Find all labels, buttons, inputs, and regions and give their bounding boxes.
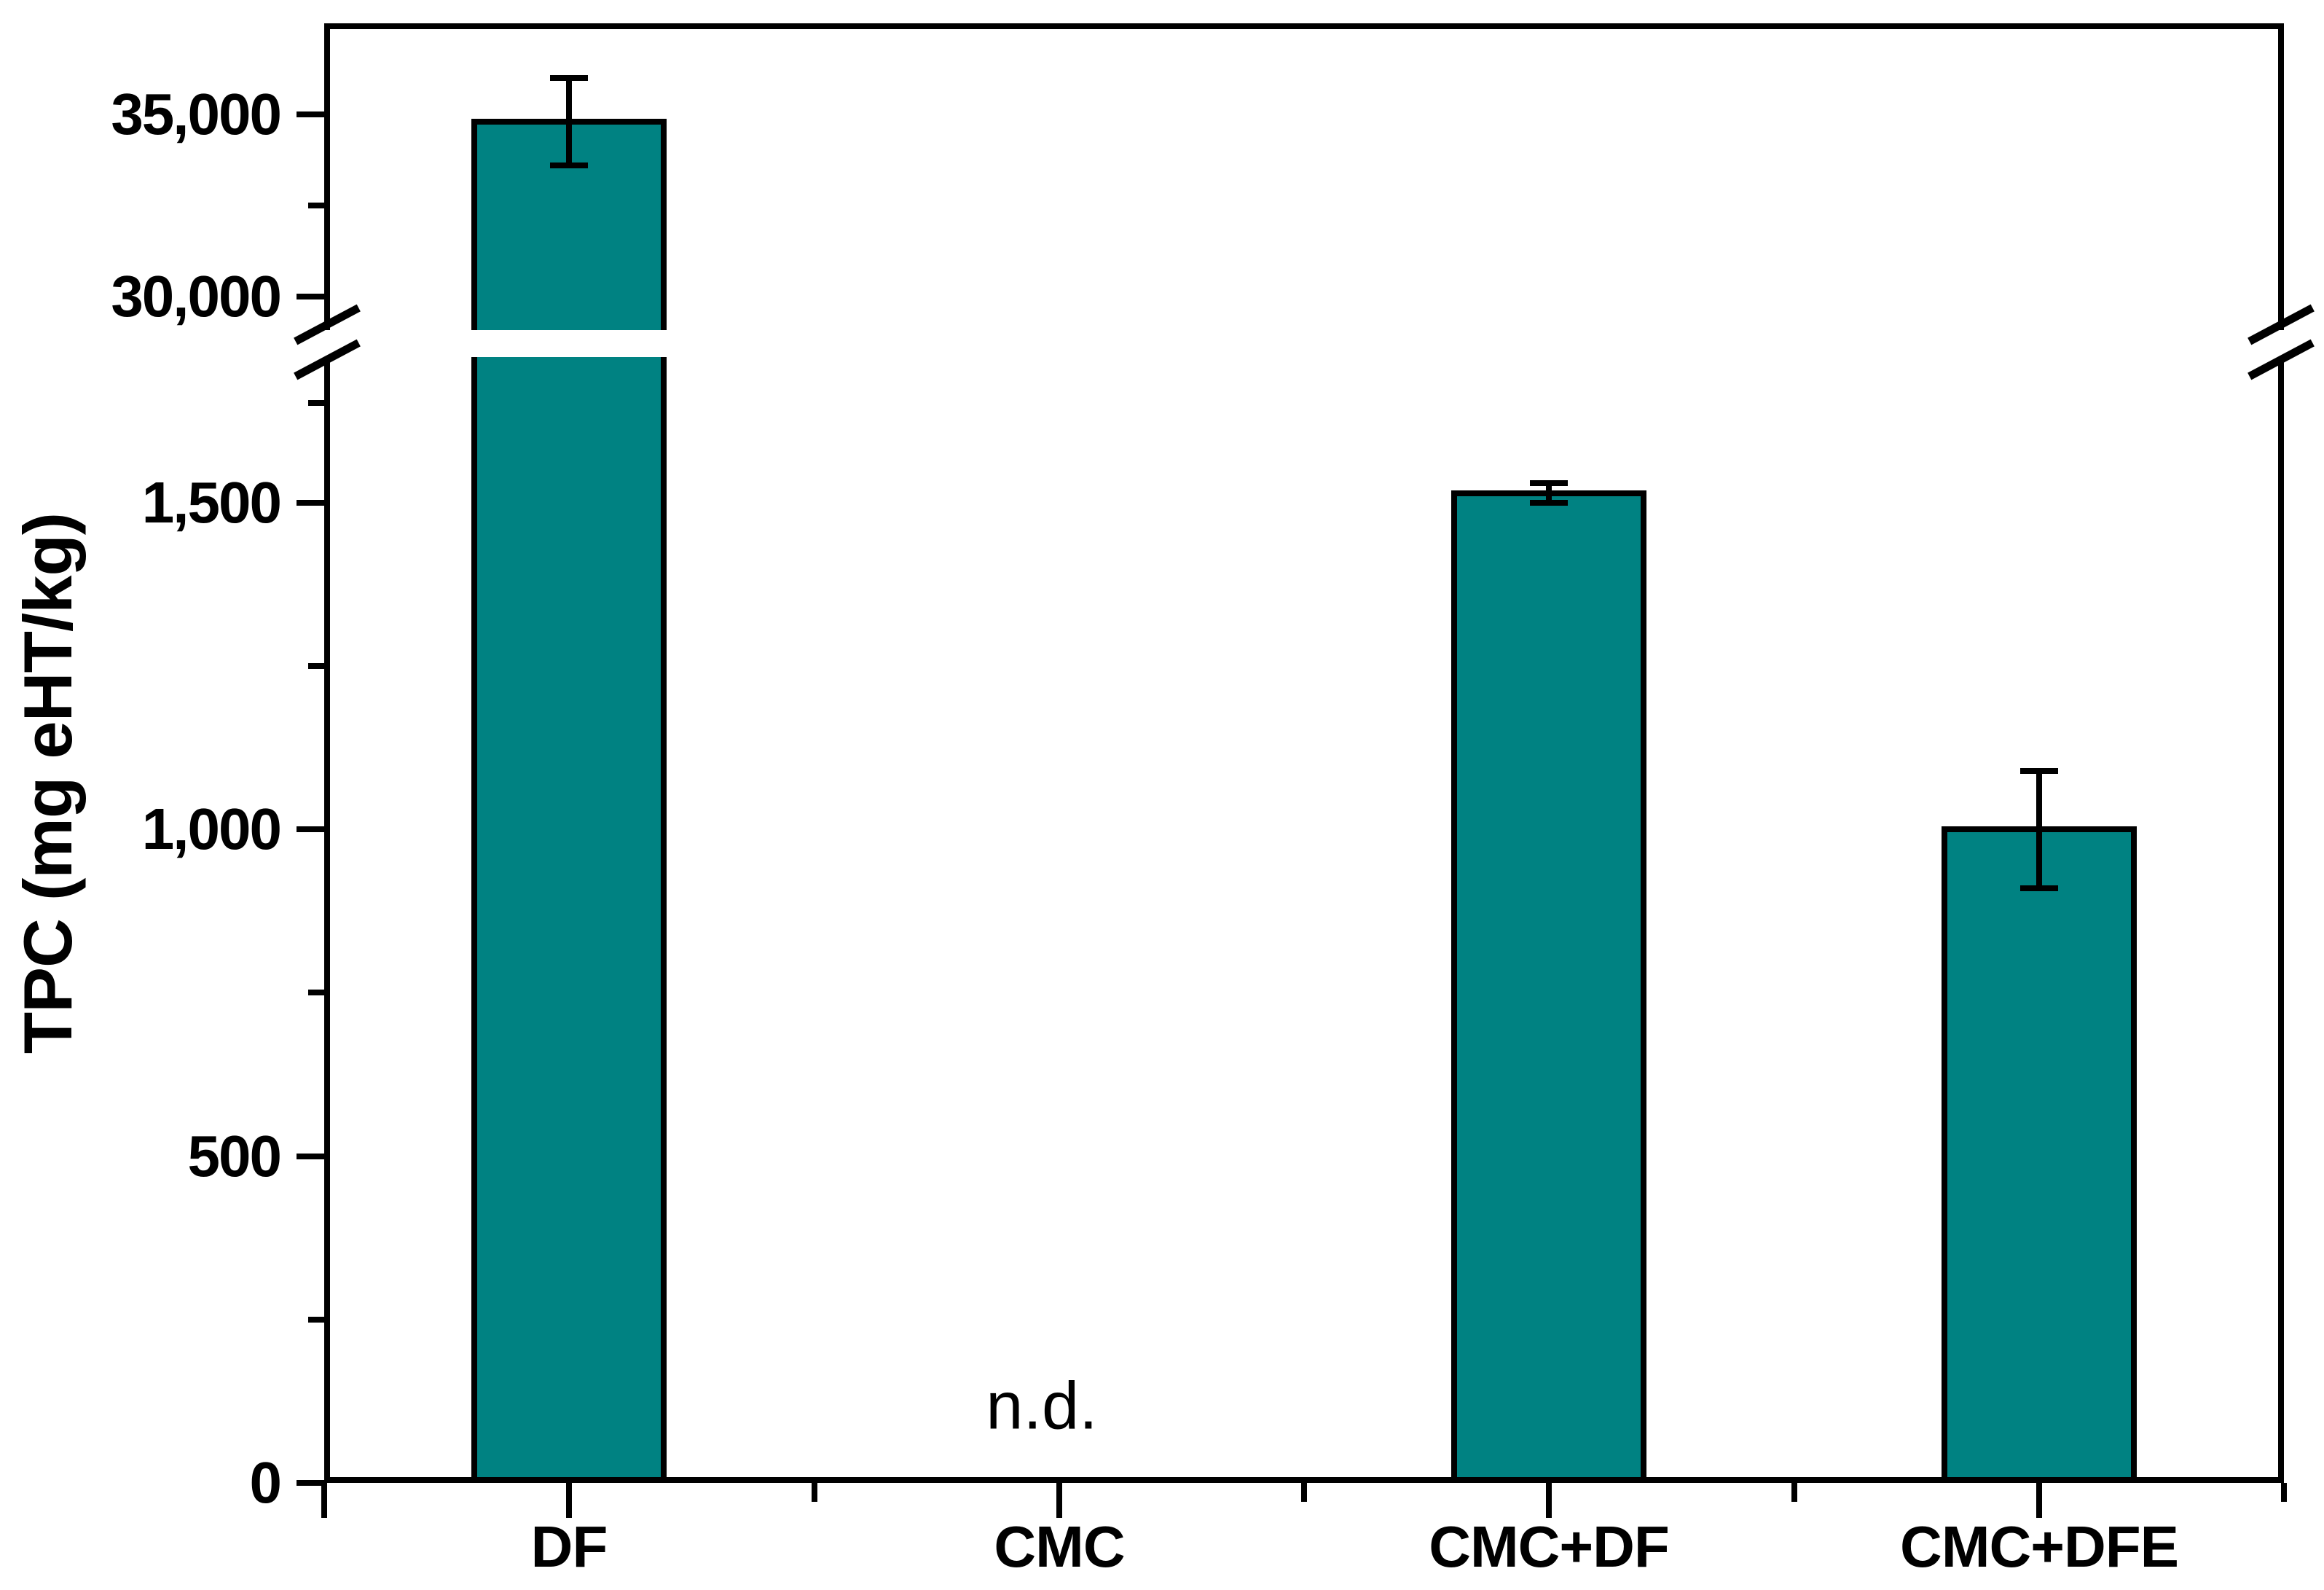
error-bar-cap-bottom [1530, 500, 1568, 506]
error-bar-stem [2036, 771, 2042, 888]
y-axis-major-tick [297, 1480, 324, 1486]
x-axis-major-tick [1546, 1483, 1552, 1518]
error-bar-stem [1546, 483, 1552, 503]
axis-frame-bottom [324, 1477, 2284, 1483]
y-axis-tick-label: 30,000 [111, 264, 282, 329]
y-axis-tick-label: 1,000 [141, 796, 282, 861]
bar-cmc-df [1451, 490, 1646, 1483]
y-axis-tick-label: 1,500 [141, 470, 282, 535]
axis-frame-right [2278, 23, 2284, 1483]
y-axis-major-tick [297, 294, 324, 299]
y-axis-tick-label: 35,000 [111, 82, 282, 146]
x-axis-label: CMC [994, 1514, 1125, 1579]
bar-cmc-dfe [1942, 826, 2137, 1483]
x-axis-minor-tick [1791, 1483, 1797, 1502]
error-bar-stem [566, 78, 572, 165]
error-bar-cap-bottom [550, 162, 588, 168]
x-axis-minor-tick [812, 1483, 817, 1502]
x-axis-label: CMC+DFE [1900, 1514, 2179, 1579]
x-axis-major-tick [566, 1483, 572, 1518]
error-bar-cap-bottom [2020, 885, 2058, 891]
plot-area: 35,000 30,000 1,500 1,000 500 0 DF CMC CMC+DF CMC… [111, 23, 2315, 1579]
axis-frame-top [324, 23, 2284, 29]
y-axis-minor-tick [308, 990, 324, 995]
y-axis-minor-tick [308, 663, 324, 669]
nd-annotation: n.d. [986, 1368, 1098, 1444]
error-bar-cap-top [2020, 768, 2058, 774]
x-axis-label: CMC+DF [1429, 1514, 1670, 1579]
x-axis-label: DF [530, 1514, 608, 1579]
error-bar-cap-top [550, 75, 588, 81]
y-axis-major-tick [297, 111, 324, 117]
x-axis-minor-tick [1301, 1483, 1307, 1502]
y-axis-tick-label: 0 [249, 1450, 283, 1515]
y-axis-line [324, 23, 330, 1483]
y-axis-major-tick [297, 500, 324, 506]
axis-break-band [324, 330, 2284, 357]
x-axis-major-tick [321, 1483, 327, 1518]
y-axis-major-tick [297, 1154, 324, 1159]
y-axis-minor-tick [308, 400, 324, 406]
y-axis-minor-tick [308, 1317, 324, 1323]
y-axis-title: TPC (mg eHT/kg) [9, 512, 86, 1054]
x-axis-major-tick [2036, 1483, 2042, 1518]
x-axis-major-tick [1056, 1483, 1062, 1518]
y-axis-minor-tick [308, 203, 324, 208]
bar-df [471, 119, 667, 1483]
x-axis-minor-tick [2281, 1483, 2287, 1502]
y-axis-major-tick [297, 826, 324, 832]
y-axis-tick-label: 500 [187, 1124, 282, 1188]
error-bar-cap-top [1530, 480, 1568, 486]
